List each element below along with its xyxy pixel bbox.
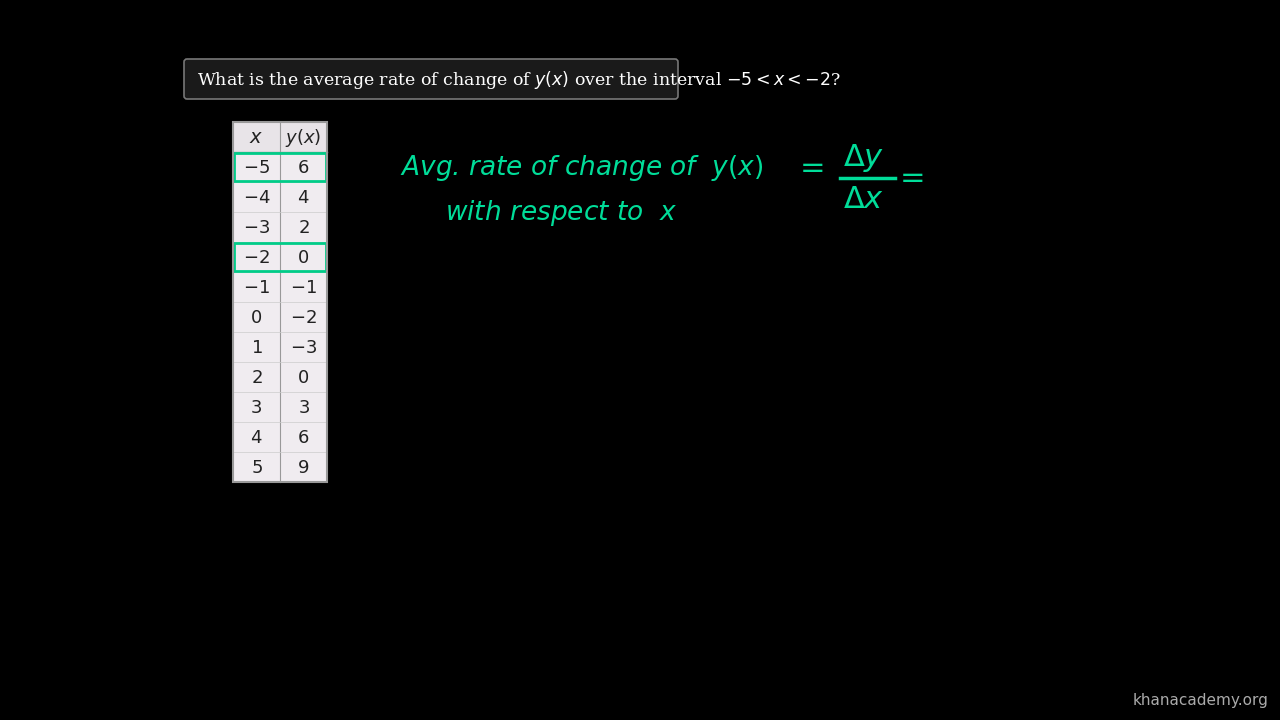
Text: $6$: $6$ — [297, 159, 310, 177]
Text: $1$: $1$ — [251, 339, 262, 357]
Text: $-1$: $-1$ — [243, 279, 270, 297]
Text: =: = — [800, 153, 826, 182]
Text: $2$: $2$ — [251, 369, 262, 387]
Text: $3$: $3$ — [297, 399, 310, 417]
Text: $6$: $6$ — [297, 429, 310, 447]
Text: $-3$: $-3$ — [243, 219, 270, 237]
Text: $-3$: $-3$ — [291, 339, 317, 357]
Text: $y(x)$: $y(x)$ — [285, 127, 321, 149]
Text: $3$: $3$ — [251, 399, 262, 417]
Text: Avg. rate of change of  $y(x)$: Avg. rate of change of $y(x)$ — [399, 153, 763, 183]
Text: $9$: $9$ — [297, 459, 310, 477]
Text: with respect to  $x$: with respect to $x$ — [445, 198, 677, 228]
Bar — [233, 122, 326, 152]
FancyBboxPatch shape — [184, 59, 678, 99]
Text: $-2$: $-2$ — [243, 249, 270, 267]
Text: $\Delta x$: $\Delta x$ — [844, 186, 884, 215]
Text: $4$: $4$ — [251, 429, 262, 447]
Text: $0$: $0$ — [297, 249, 310, 267]
Bar — [233, 122, 326, 482]
Text: $-1$: $-1$ — [291, 279, 317, 297]
Text: $x$: $x$ — [250, 129, 264, 147]
Text: $-5$: $-5$ — [243, 159, 270, 177]
Bar — [234, 243, 326, 271]
Text: $0$: $0$ — [297, 369, 310, 387]
Text: What is the average rate of change of $y(x)$ over the interval $-5 < x < -2$?: What is the average rate of change of $y… — [197, 69, 841, 91]
Text: $4$: $4$ — [297, 189, 310, 207]
Text: $-4$: $-4$ — [243, 189, 270, 207]
Text: =: = — [900, 163, 925, 192]
Text: $-2$: $-2$ — [291, 309, 317, 327]
Text: $5$: $5$ — [251, 459, 262, 477]
Text: $0$: $0$ — [251, 309, 262, 327]
Text: khanacademy.org: khanacademy.org — [1132, 693, 1268, 708]
Text: $\Delta y$: $\Delta y$ — [844, 142, 884, 174]
Bar — [233, 122, 326, 482]
Text: $2$: $2$ — [298, 219, 310, 237]
Bar — [234, 153, 326, 181]
